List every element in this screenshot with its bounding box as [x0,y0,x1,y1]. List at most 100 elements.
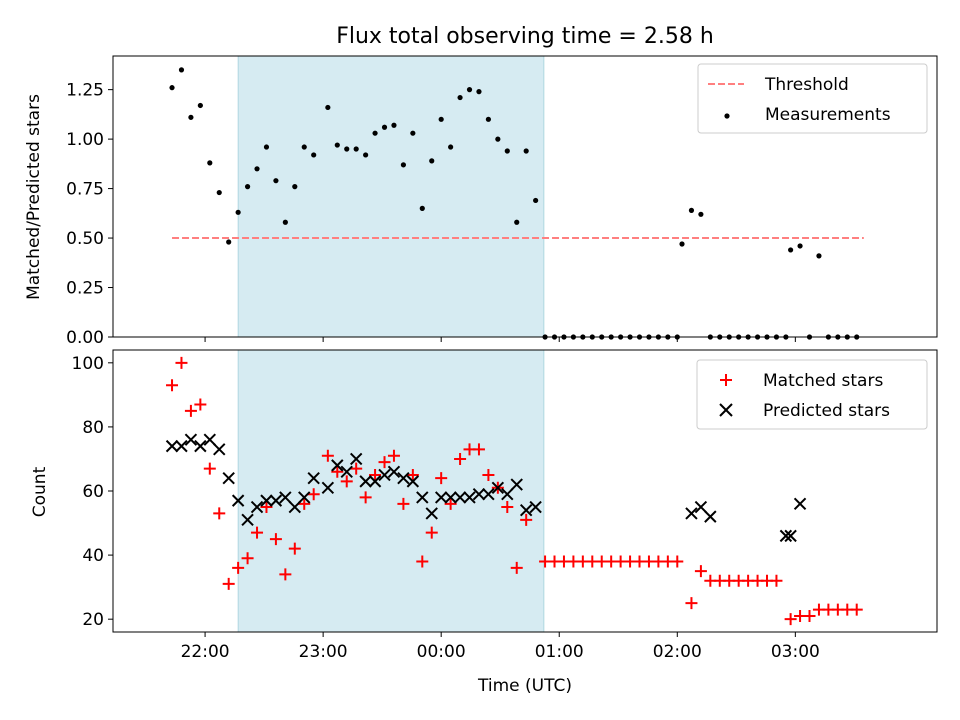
ratio-panel: 0.00 0.25 0.50 0.75 1.00 1.25 Flux total obse… [24,24,938,348]
measurement-point [197,102,203,109]
measurement-point [391,122,397,128]
matched-star-point [472,443,485,456]
matched-star-point [770,574,783,587]
ratio-ytick-label: 0.00 [66,328,104,348]
measurement-point [381,124,388,130]
measurement-point [263,144,270,150]
predicted-star-point [685,507,698,520]
matched-star-point [321,449,334,462]
measurement-point [273,178,279,184]
predicted-star-point [203,433,217,446]
count-xtick-label: 00:00 [417,642,466,662]
predicted-stars-points [165,433,807,543]
predicted-star-point [213,443,226,456]
count-x-axis-label: Time (UTC) [477,676,572,696]
measurement-point [419,205,425,211]
measurement-point [216,189,222,196]
measurement-points [169,67,860,340]
measurement-point [533,197,539,204]
matched-star-point [454,452,467,465]
matched-star-point [397,497,410,510]
ratio-ytick-label: 1.00 [66,130,104,150]
predicted-star-point [194,439,207,453]
predicted-star-point [397,471,410,485]
predicted-star-point [704,510,717,523]
measurement-point [448,144,454,150]
predicted-star-point [378,468,391,482]
predicted-star-point [529,500,542,514]
matched-star-point [416,555,429,568]
ratio-ytick-label: 1.25 [66,81,104,101]
predicted-star-point [359,475,372,488]
matched-star-point [510,561,523,574]
ratio-axes-frame [112,55,938,338]
count-x-axis-ticks: 22:00 23:00 00:00 01:00 02:00 03:00 [181,632,820,662]
ratio-shaded-interval [237,55,545,338]
matched-star-point [232,561,245,574]
predicted-star-point [491,481,505,495]
matched-star-point [222,577,235,590]
matched-star-point [501,501,514,514]
predicted-star-point [165,439,179,453]
predicted-star-point [307,471,320,485]
count-ytick-label: 60 [82,482,104,502]
count-y-axis-label: Count [30,466,50,517]
measurement-point [207,160,213,166]
matched-star-point [269,533,282,546]
measurement-point [344,146,350,152]
matched-star-point [406,468,419,481]
matched-star-point [213,507,226,520]
measurement-point [457,94,463,101]
count-xtick-label: 01:00 [535,642,584,662]
matched-star-point [784,613,797,626]
count-legend-frame [696,359,928,430]
matched-star-point [203,462,216,475]
predicted-star-point [349,452,363,466]
predicted-star-point [321,481,335,495]
ratio-y-axis-ticks: 0.00 0.25 0.50 0.75 1.00 1.25 [66,81,113,348]
predicted-star-point [463,491,476,504]
measurement-point [244,184,251,190]
matched-star-point [260,501,273,514]
count-ytick-label: 100 [72,354,104,374]
measurement-point [495,136,501,142]
count-xtick-label: 03:00 [771,642,820,662]
measurement-point [254,166,260,172]
measurements-legend-label: Measurements [765,105,891,125]
predicted-star-point [222,471,235,485]
count-panel: 20 40 60 80 100 22:00 23:00 00:00 01:00 02:00 03:… [30,349,938,696]
count-y-axis-ticks: 20 40 60 80 100 [72,354,113,630]
matched-legend-swatch [720,374,732,386]
matched-star-point [378,456,391,469]
matched-star-point [279,568,292,581]
count-ytick-label: 40 [82,546,104,566]
measurement-point [438,116,444,122]
matched-star-point [520,513,533,526]
measurement-point [334,142,340,148]
matched-star-point [184,404,197,417]
matched-star-point [340,475,353,488]
matched-star-point [359,491,372,504]
predicted-star-point [694,500,708,514]
matched-star-point [387,449,400,462]
matched-star-point [194,398,207,411]
measurement-point [353,146,359,152]
measurements-legend-swatch [724,113,730,119]
measurement-point [169,85,175,91]
matched-star-point [694,565,707,578]
measurement-point [679,241,685,247]
measurement-point [816,253,822,259]
count-xtick-label: 02:00 [653,642,702,662]
measurement-point [282,219,288,225]
count-ytick-label: 80 [82,418,104,438]
matched-star-point [175,356,188,369]
predicted-star-point [519,504,533,517]
measurement-point [178,67,185,73]
matched-star-point [685,597,698,610]
predicted-star-point [406,475,420,488]
predicted-star-point [472,487,486,501]
predicted-star-point [793,497,807,511]
predicted-star-point [175,439,188,453]
predicted-star-point [482,487,495,501]
predicted-star-point [269,494,283,507]
